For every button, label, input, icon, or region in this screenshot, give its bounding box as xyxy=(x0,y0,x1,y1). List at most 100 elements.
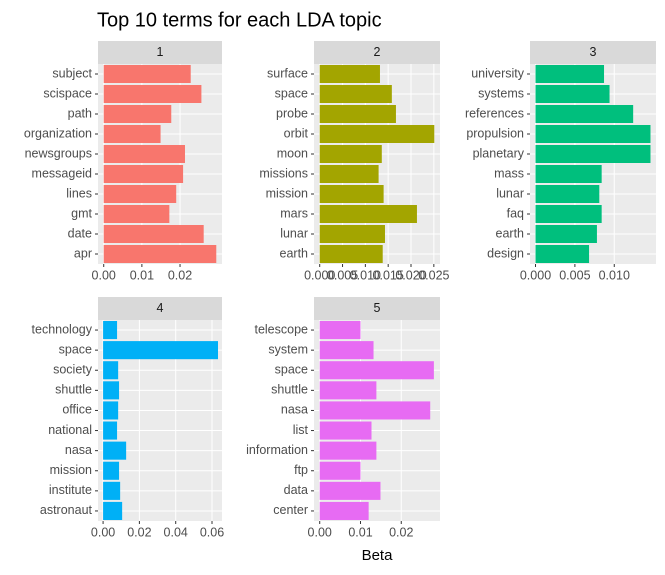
bar xyxy=(319,125,435,143)
y-tick-label: nasa xyxy=(65,443,92,457)
x-tick-label: 0.02 xyxy=(168,268,192,282)
y-tick-label: astronaut xyxy=(40,503,93,517)
y-tick-label: system xyxy=(268,342,308,356)
y-tick-label: subject xyxy=(52,66,92,80)
x-tick-label: 0.000 xyxy=(520,268,551,282)
x-tick-label: 0.000 xyxy=(304,268,335,282)
bar xyxy=(535,65,605,83)
y-tick-label: apr xyxy=(74,246,92,260)
bar xyxy=(319,381,377,400)
y-tick-label: space xyxy=(275,86,308,100)
bar xyxy=(103,461,120,480)
y-tick-label: institute xyxy=(49,483,92,497)
y-tick-label: orbit xyxy=(284,126,309,140)
y-tick-label: lines xyxy=(66,186,92,200)
y-tick-label: space xyxy=(59,342,92,356)
y-tick-label: mass xyxy=(494,166,524,180)
strip-label: 1 xyxy=(157,45,164,59)
bar xyxy=(103,125,161,143)
x-axis-title: Beta xyxy=(362,547,394,564)
bar xyxy=(319,461,361,480)
bar xyxy=(103,185,177,203)
y-tick-label: surface xyxy=(267,66,308,80)
bar xyxy=(319,145,382,163)
bar xyxy=(103,165,184,183)
bar xyxy=(319,225,385,243)
y-tick-label: path xyxy=(68,106,92,120)
bar xyxy=(103,105,172,123)
x-tick-label: 0.00 xyxy=(91,525,115,539)
y-tick-label: earth xyxy=(496,226,525,240)
x-tick-label: 0.02 xyxy=(127,525,151,539)
strip-label: 5 xyxy=(374,301,381,315)
x-tick-label: 0.010 xyxy=(350,268,381,282)
x-tick-label: 0.020 xyxy=(395,268,426,282)
strip xyxy=(98,297,222,320)
bar xyxy=(535,225,597,243)
y-tick-label: scispace xyxy=(43,86,92,100)
bar xyxy=(319,205,417,223)
strip xyxy=(530,41,656,64)
x-tick-label: 0.025 xyxy=(418,268,449,282)
y-tick-label: data xyxy=(284,483,308,497)
y-tick-label: office xyxy=(62,403,92,417)
bar xyxy=(103,401,119,420)
bar xyxy=(103,341,219,360)
bar xyxy=(535,185,600,203)
bar xyxy=(319,105,396,123)
bar xyxy=(535,205,602,223)
bar xyxy=(103,145,185,163)
y-tick-label: mission xyxy=(266,186,308,200)
bar xyxy=(103,421,118,440)
y-tick-label: nasa xyxy=(281,403,308,417)
y-tick-label: lunar xyxy=(496,186,524,200)
y-tick-label: ftp xyxy=(294,463,308,477)
strip-label: 4 xyxy=(157,301,164,315)
x-tick-label: 0.01 xyxy=(348,525,372,539)
y-tick-label: mission xyxy=(50,463,92,477)
y-tick-label: moon xyxy=(277,146,308,160)
x-tick-label: 0.00 xyxy=(308,525,332,539)
bar xyxy=(103,481,121,500)
y-tick-label: organization xyxy=(24,126,92,140)
x-tick-label: 0.02 xyxy=(389,525,413,539)
y-tick-label: technology xyxy=(32,322,93,336)
bar xyxy=(535,105,634,123)
chart-title: Top 10 terms for each LDA topic xyxy=(97,9,382,31)
y-tick-label: center xyxy=(273,503,308,517)
y-tick-label: faq xyxy=(507,206,524,220)
x-tick-label: 0.010 xyxy=(599,268,630,282)
y-tick-label: missions xyxy=(259,166,308,180)
bar xyxy=(319,421,372,440)
bar xyxy=(319,401,431,420)
bar xyxy=(103,205,170,223)
bar xyxy=(103,381,120,400)
bar xyxy=(319,85,392,103)
x-tick-label: 0.06 xyxy=(200,525,224,539)
y-tick-label: systems xyxy=(478,86,524,100)
bar xyxy=(319,501,369,520)
y-tick-label: lunar xyxy=(280,226,308,240)
y-tick-label: earth xyxy=(280,246,309,260)
y-tick-label: shuttle xyxy=(271,383,308,397)
y-tick-label: telescope xyxy=(254,322,308,336)
bar xyxy=(103,361,119,380)
y-tick-label: list xyxy=(293,423,309,437)
bar xyxy=(319,321,361,340)
bar xyxy=(319,361,434,380)
strip xyxy=(314,297,440,320)
x-tick-label: 0.005 xyxy=(327,268,358,282)
y-tick-label: gmt xyxy=(71,206,92,220)
bar xyxy=(535,165,602,183)
bar xyxy=(103,501,123,520)
y-tick-label: national xyxy=(48,423,92,437)
bar xyxy=(535,125,651,143)
y-tick-label: society xyxy=(53,363,93,377)
y-tick-label: space xyxy=(275,363,308,377)
y-tick-label: probe xyxy=(276,106,308,120)
y-tick-label: shuttle xyxy=(55,383,92,397)
y-tick-label: messageid xyxy=(32,166,92,180)
y-tick-label: newsgroups xyxy=(25,146,92,160)
bar xyxy=(103,321,118,340)
